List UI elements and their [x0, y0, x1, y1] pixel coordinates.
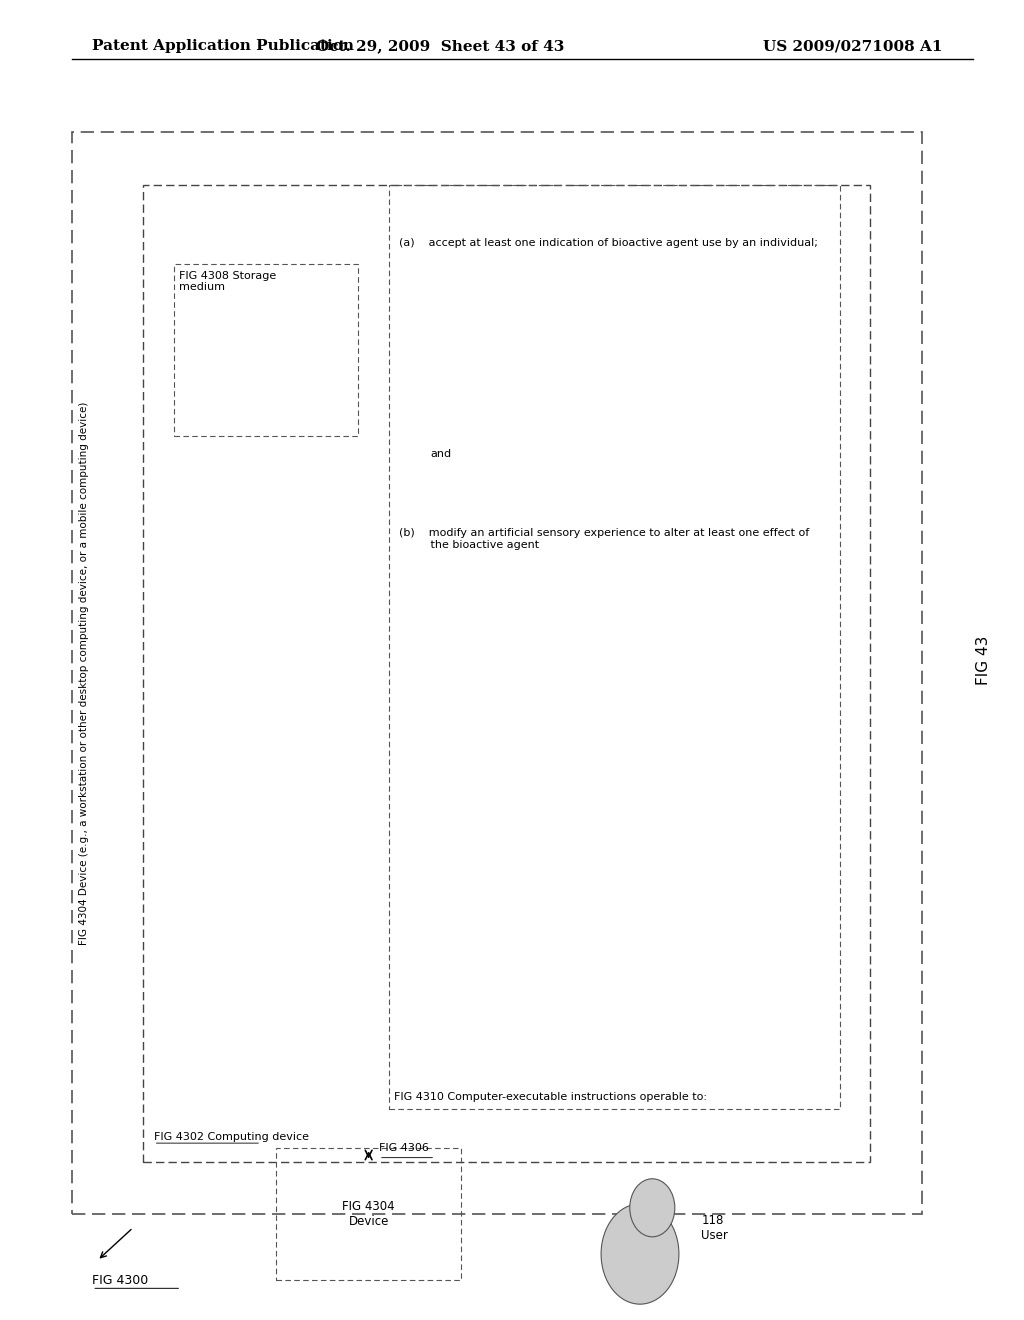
Text: FIG 4302 Computing device: FIG 4302 Computing device — [154, 1131, 308, 1142]
Text: 118
User: 118 User — [701, 1213, 728, 1242]
Text: FIG 4306: FIG 4306 — [379, 1143, 429, 1154]
Text: and: and — [430, 449, 452, 459]
Text: FIG 4310 Computer-executable instructions operable to:: FIG 4310 Computer-executable instruction… — [394, 1092, 708, 1102]
Text: Oct. 29, 2009  Sheet 43 of 43: Oct. 29, 2009 Sheet 43 of 43 — [316, 40, 564, 53]
Text: US 2009/0271008 A1: US 2009/0271008 A1 — [763, 40, 942, 53]
Text: FIG 4300: FIG 4300 — [92, 1274, 148, 1287]
Text: Patent Application Publication: Patent Application Publication — [92, 40, 354, 53]
Circle shape — [601, 1204, 679, 1304]
Text: FIG 4308 Storage
medium: FIG 4308 Storage medium — [179, 271, 276, 292]
Text: FIG 4304
Device: FIG 4304 Device — [342, 1200, 395, 1229]
Text: FIG 43: FIG 43 — [976, 635, 990, 685]
Text: (a)    accept at least one indication of bioactive agent use by an individual;: (a) accept at least one indication of bi… — [399, 238, 818, 248]
Circle shape — [630, 1179, 675, 1237]
Text: FIG 4304 Device (e.g., a workstation or other desktop computing device, or a mob: FIG 4304 Device (e.g., a workstation or … — [79, 401, 89, 945]
Text: (b)    modify an artificial sensory experience to alter at least one effect of
 : (b) modify an artificial sensory experie… — [399, 528, 810, 549]
